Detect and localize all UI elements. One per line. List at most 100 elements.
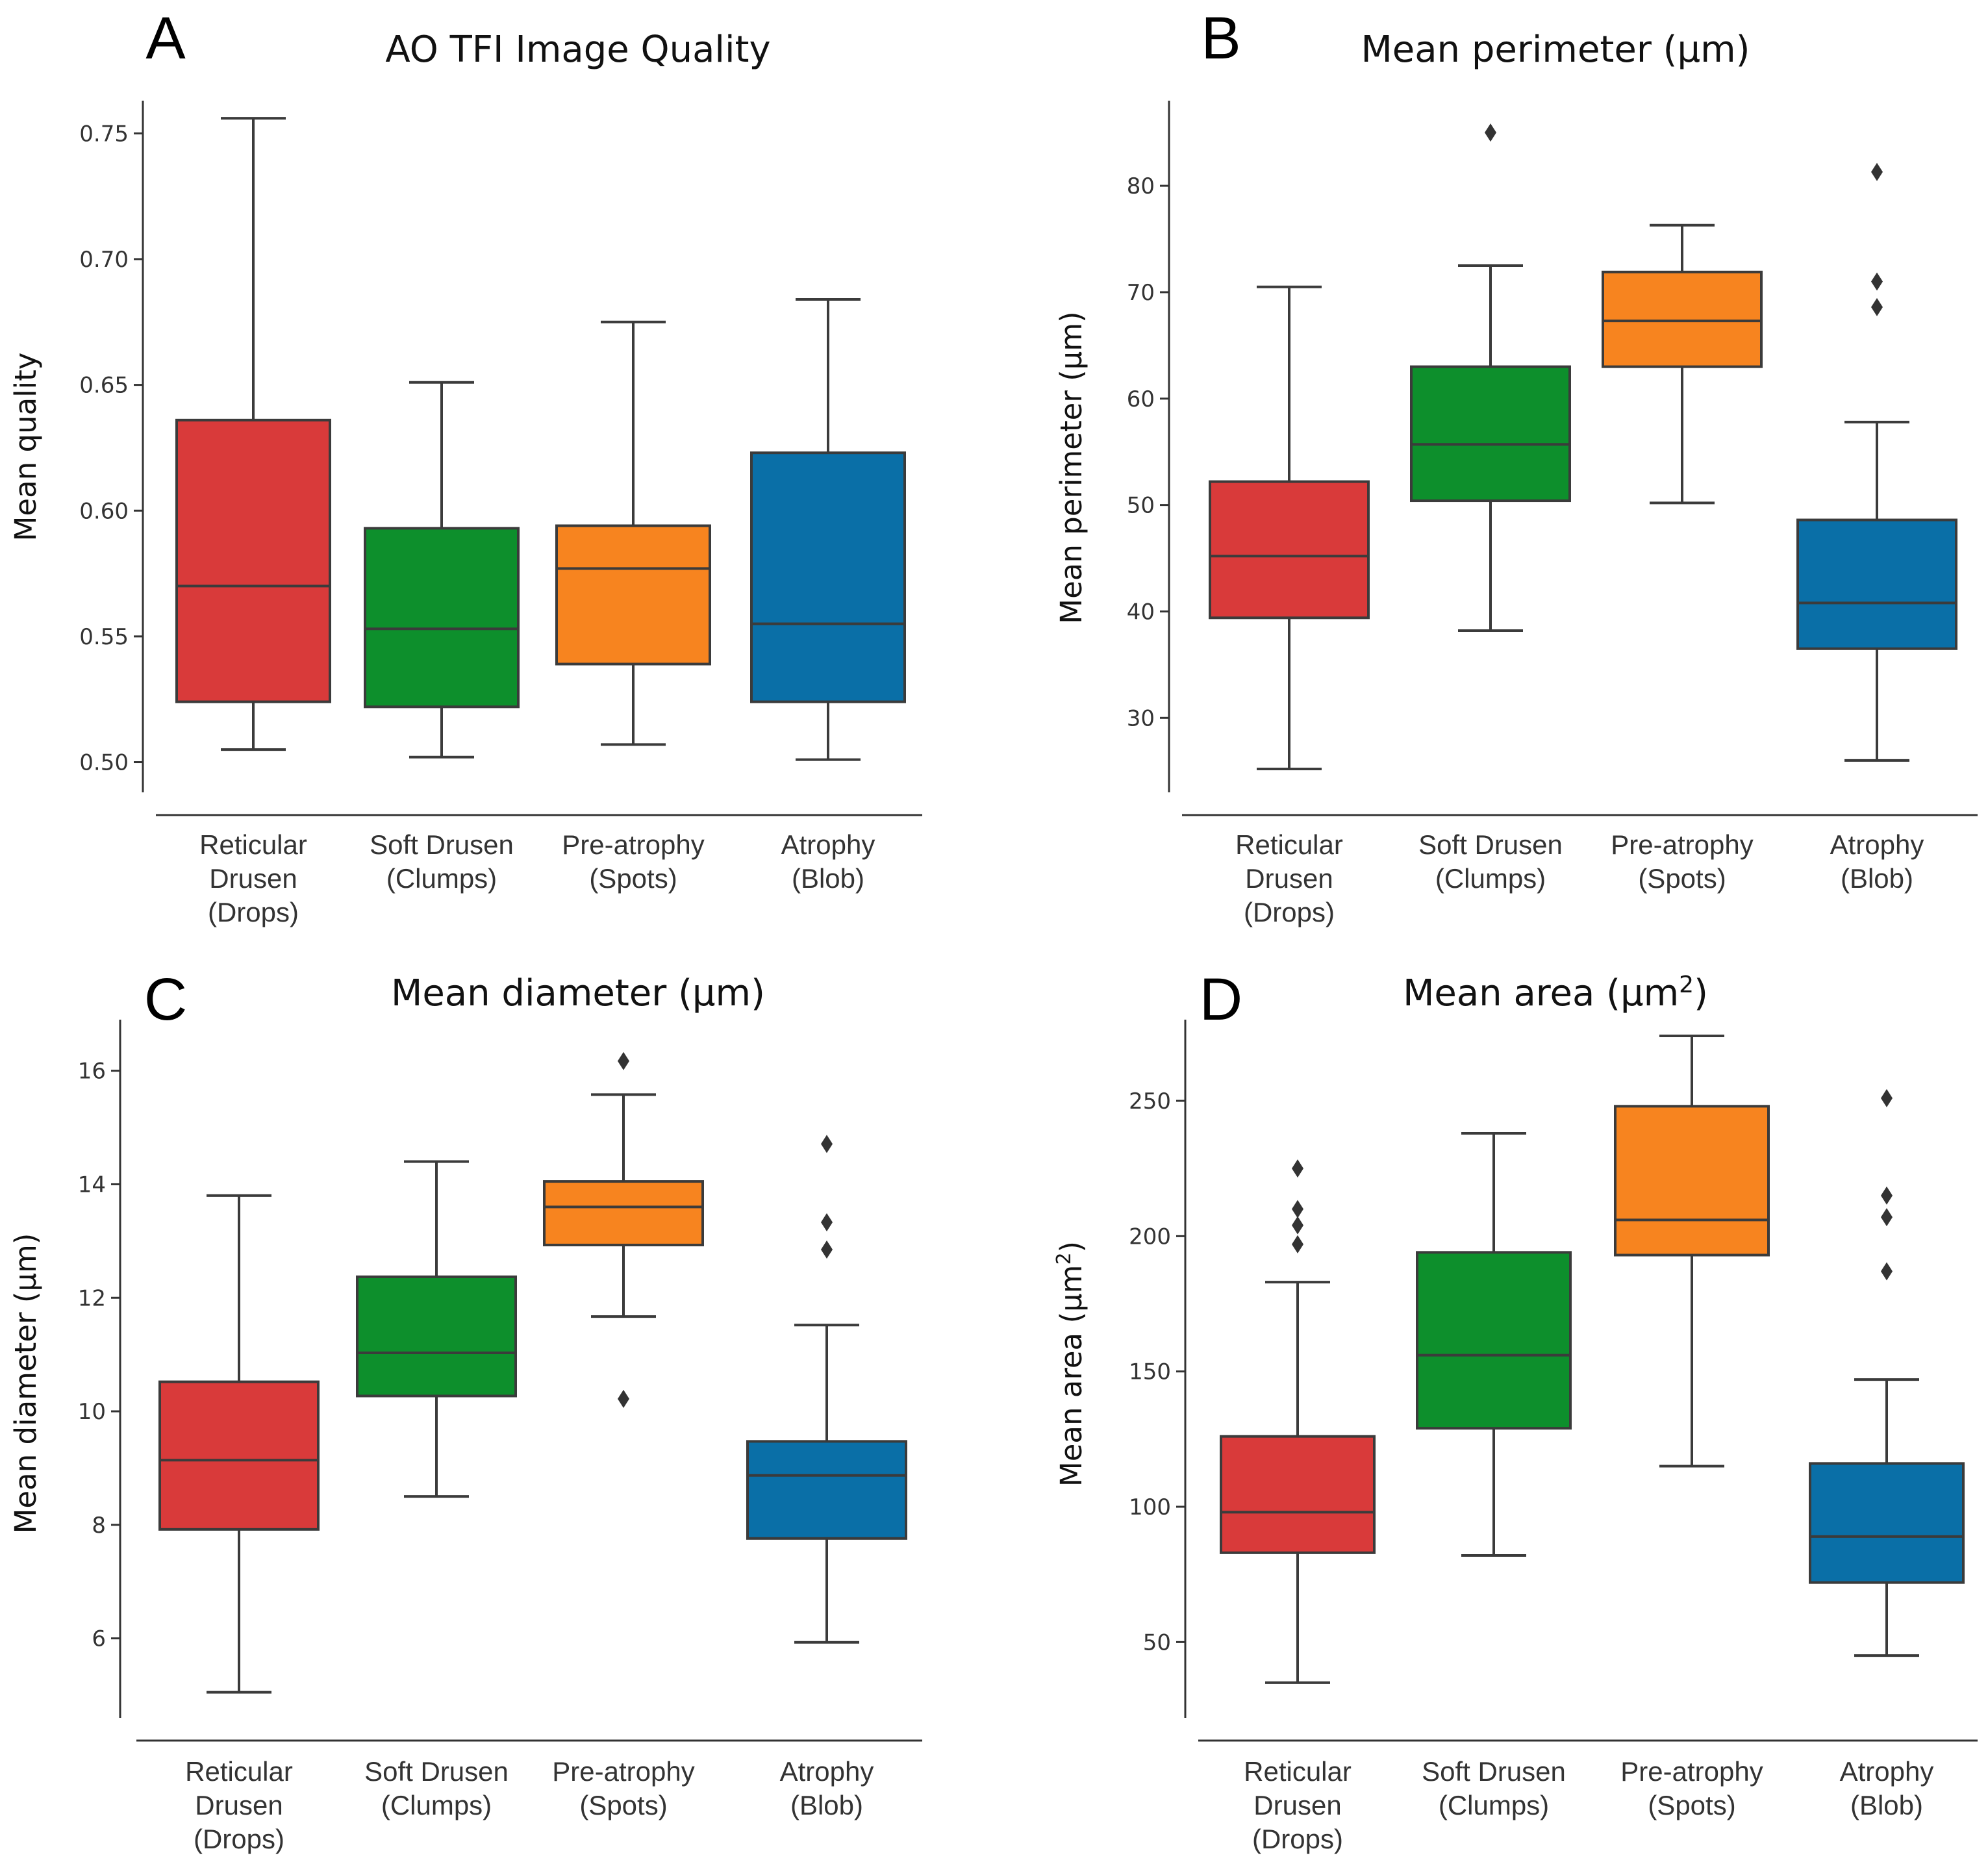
category-label-line: (Drops) (1244, 897, 1335, 927)
category-label-line: (Blob) (792, 863, 864, 894)
iqr-box (364, 527, 520, 709)
category-label-line: (Drops) (194, 1824, 284, 1854)
iqr-box (1209, 480, 1370, 620)
category-label-line: (Spots) (579, 1790, 667, 1820)
iqr-box (1809, 1462, 1965, 1584)
outlier-point (821, 1135, 833, 1153)
y-tick-label: 60 (1127, 386, 1155, 412)
category-label-line: Pre-atrophy (562, 829, 704, 860)
y-axis-label: Mean diameter (μm) (8, 1233, 43, 1534)
y-tick-label: 14 (78, 1172, 106, 1198)
y-tick-label: 0.50 (79, 750, 129, 776)
y-tick-label: 12 (78, 1285, 106, 1311)
category-label: Reticular Drusen (Drops) (1244, 1756, 1352, 1854)
iqr-box (1796, 518, 1957, 650)
outlier-point (1871, 297, 1883, 316)
y-tick-label: 16 (78, 1059, 106, 1085)
y-tick-label: 6 (92, 1626, 106, 1652)
y-tick-label: 0.55 (79, 624, 129, 650)
category-label: Pre-atrophy (Spots) (1611, 829, 1753, 894)
category-label-line: (Blob) (1841, 863, 1913, 894)
category-label: Atrophy (Blob) (1840, 1756, 1934, 1820)
category-label: Reticular Drusen (Drops) (1235, 829, 1343, 927)
y-tick-label: 0.65 (79, 373, 129, 399)
box-group (1220, 1159, 1376, 1684)
y-axis-label-superscript: 2 (1053, 1252, 1076, 1265)
category-label: Reticular Drusen (Drops) (199, 829, 307, 927)
iqr-box (1614, 1105, 1770, 1257)
panel-title: Mean area (μm2) (1403, 972, 1708, 1015)
y-tick-label: 250 (1129, 1089, 1171, 1114)
category-label-line: (Spots) (1648, 1790, 1735, 1820)
iqr-box (158, 1380, 320, 1531)
outlier-point (1881, 1208, 1893, 1227)
box-group (1410, 123, 1571, 632)
y-axis-label-text: Mean perimeter (μm) (1054, 311, 1088, 623)
y-axis-label-text: Mean quality (8, 353, 43, 542)
box-group (555, 320, 711, 746)
panel-c: C Mean diameter (μm) 6 8 10 12 14 16 Mean diamet… (8, 966, 922, 1854)
y-tick-label: 30 (1127, 705, 1155, 731)
category-label-line: Drusen (195, 1790, 283, 1820)
category-label: Pre-atrophy (Spots) (552, 1756, 694, 1820)
category-label-line: (Blob) (1850, 1790, 1923, 1820)
panel-title: Mean perimeter (μm) (1361, 29, 1750, 71)
category-label-line: (Drops) (208, 897, 299, 927)
category-label-line: Reticular (185, 1756, 293, 1787)
iqr-box (356, 1275, 517, 1398)
box-group (746, 1135, 907, 1644)
panel-title: Mean diameter (μm) (391, 972, 765, 1014)
y-tick-label: 0.70 (79, 247, 129, 273)
category-label-line: (Clumps) (1435, 863, 1546, 894)
box-group (1796, 162, 1957, 762)
category-label: Atrophy (Blob) (780, 1756, 874, 1820)
y-tick-label: 10 (78, 1399, 106, 1425)
category-label: Pre-atrophy (Spots) (1620, 1756, 1763, 1820)
category-label-line: Soft Drusen (370, 829, 514, 860)
category-label-line: Soft Drusen (1422, 1756, 1566, 1787)
outlier-point (821, 1213, 833, 1232)
title-tail: ) (1694, 972, 1708, 1014)
outlier-point (1881, 1262, 1893, 1281)
outlier-point (1881, 1186, 1893, 1205)
box-group (158, 1194, 320, 1694)
panel-letter: A (145, 5, 186, 71)
iqr-box (1220, 1435, 1376, 1554)
box-group (175, 117, 331, 751)
iqr-box (555, 524, 711, 666)
panel-b: B Mean perimeter (μm) 30 40 50 60 70 80 Mean per… (1054, 5, 1978, 927)
category-label-line: Pre-atrophy (552, 1756, 694, 1787)
category-label: Reticular Drusen (Drops) (185, 1756, 293, 1854)
category-label-line: Drusen (1245, 863, 1333, 894)
panel-a: A AO TFI Image Quality 0.50 0.55 0.60 0.65 0.7… (8, 5, 922, 927)
category-label: Soft Drusen (Clumps) (364, 1756, 509, 1820)
iqr-box (750, 451, 906, 703)
category-label-line: (Spots) (589, 863, 677, 894)
outlier-point (1292, 1216, 1303, 1235)
category-label: Soft Drusen (Clumps) (1418, 829, 1563, 894)
category-label-line: Pre-atrophy (1611, 829, 1753, 860)
y-tick-label: 50 (1127, 493, 1155, 519)
outlier-point (1292, 1200, 1303, 1218)
category-label-line: Atrophy (780, 1756, 874, 1787)
category-label: Soft Drusen (Clumps) (1422, 1756, 1566, 1820)
iqr-box (1416, 1251, 1572, 1430)
category-label: Atrophy (Blob) (781, 829, 875, 894)
box-group (1809, 1089, 1965, 1657)
outlier-point (1881, 1089, 1893, 1107)
y-axis-label-text: Mean diameter (μm) (8, 1233, 43, 1534)
category-label-line: (Spots) (1638, 863, 1726, 894)
title-text: Mean perimeter (μm) (1361, 29, 1750, 71)
category-label-line: Atrophy (1840, 1756, 1934, 1787)
y-tick-label: 40 (1127, 599, 1155, 625)
y-tick-label: 8 (92, 1513, 106, 1539)
outlier-point (1871, 162, 1883, 181)
y-tick-label: 0.75 (79, 121, 129, 147)
category-label: Soft Drusen (Clumps) (370, 829, 514, 894)
title-text: Mean diameter (μm) (391, 972, 765, 1014)
outlier-point (1292, 1235, 1303, 1253)
y-axis-label-text: Mean area (μm (1054, 1265, 1088, 1487)
iqr-box (1410, 365, 1571, 503)
